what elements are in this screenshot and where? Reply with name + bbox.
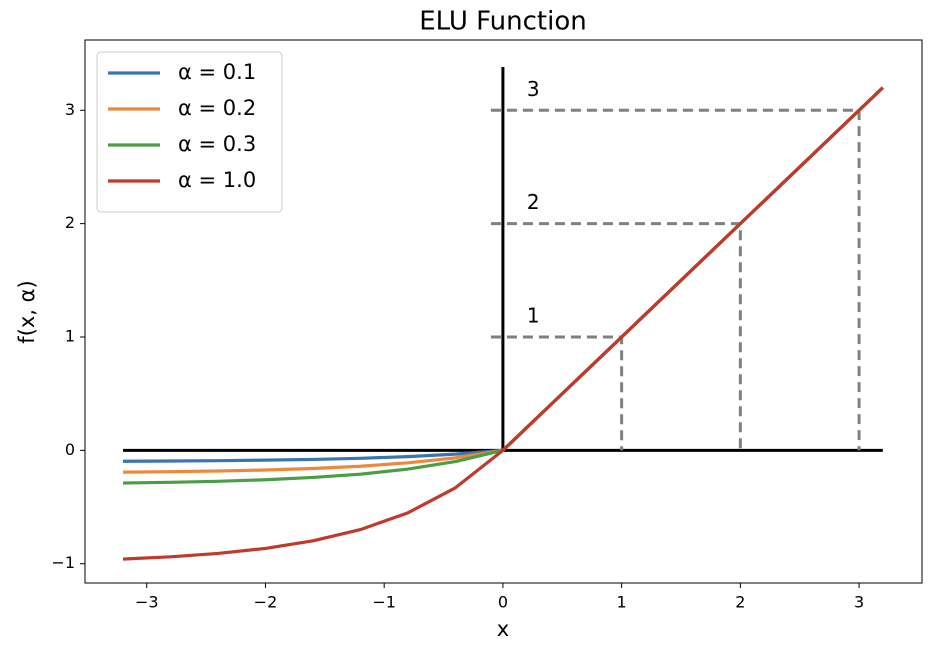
- legend: α = 0.1 α = 0.2 α = 0.3 α = 1.0: [96, 51, 283, 213]
- guide-label: 2: [527, 190, 540, 214]
- x-tick-label: 1: [617, 593, 627, 612]
- y-tick-label: 3: [65, 100, 75, 119]
- y-tick-label: 2: [65, 213, 75, 232]
- legend-label: α = 0.3: [178, 132, 256, 156]
- y-tick-label: −1: [51, 553, 75, 572]
- legend-label: α = 0.2: [178, 96, 256, 120]
- guide-label: 3: [527, 77, 540, 101]
- x-tick-label: −2: [254, 593, 278, 612]
- x-tick-label: −3: [135, 593, 159, 612]
- legend-label: α = 0.1: [178, 60, 256, 84]
- x-tick-label: 3: [854, 593, 864, 612]
- plot-frame: [84, 39, 923, 584]
- x-tick-label: 0: [498, 593, 508, 612]
- guide-label: 1: [527, 304, 540, 328]
- legend-label: α = 1.0: [178, 168, 256, 192]
- series-line: [122, 86, 884, 561]
- legend-box: [96, 51, 283, 213]
- y-tick-label: 0: [65, 440, 75, 459]
- y-axis-label: f(x, α): [15, 280, 39, 343]
- x-tick-label: 2: [735, 593, 745, 612]
- y-tick-label: 1: [65, 327, 75, 346]
- x-axis-label: x: [497, 617, 509, 641]
- chart-title: ELU Function: [419, 7, 587, 37]
- x-tick-label: −1: [372, 593, 396, 612]
